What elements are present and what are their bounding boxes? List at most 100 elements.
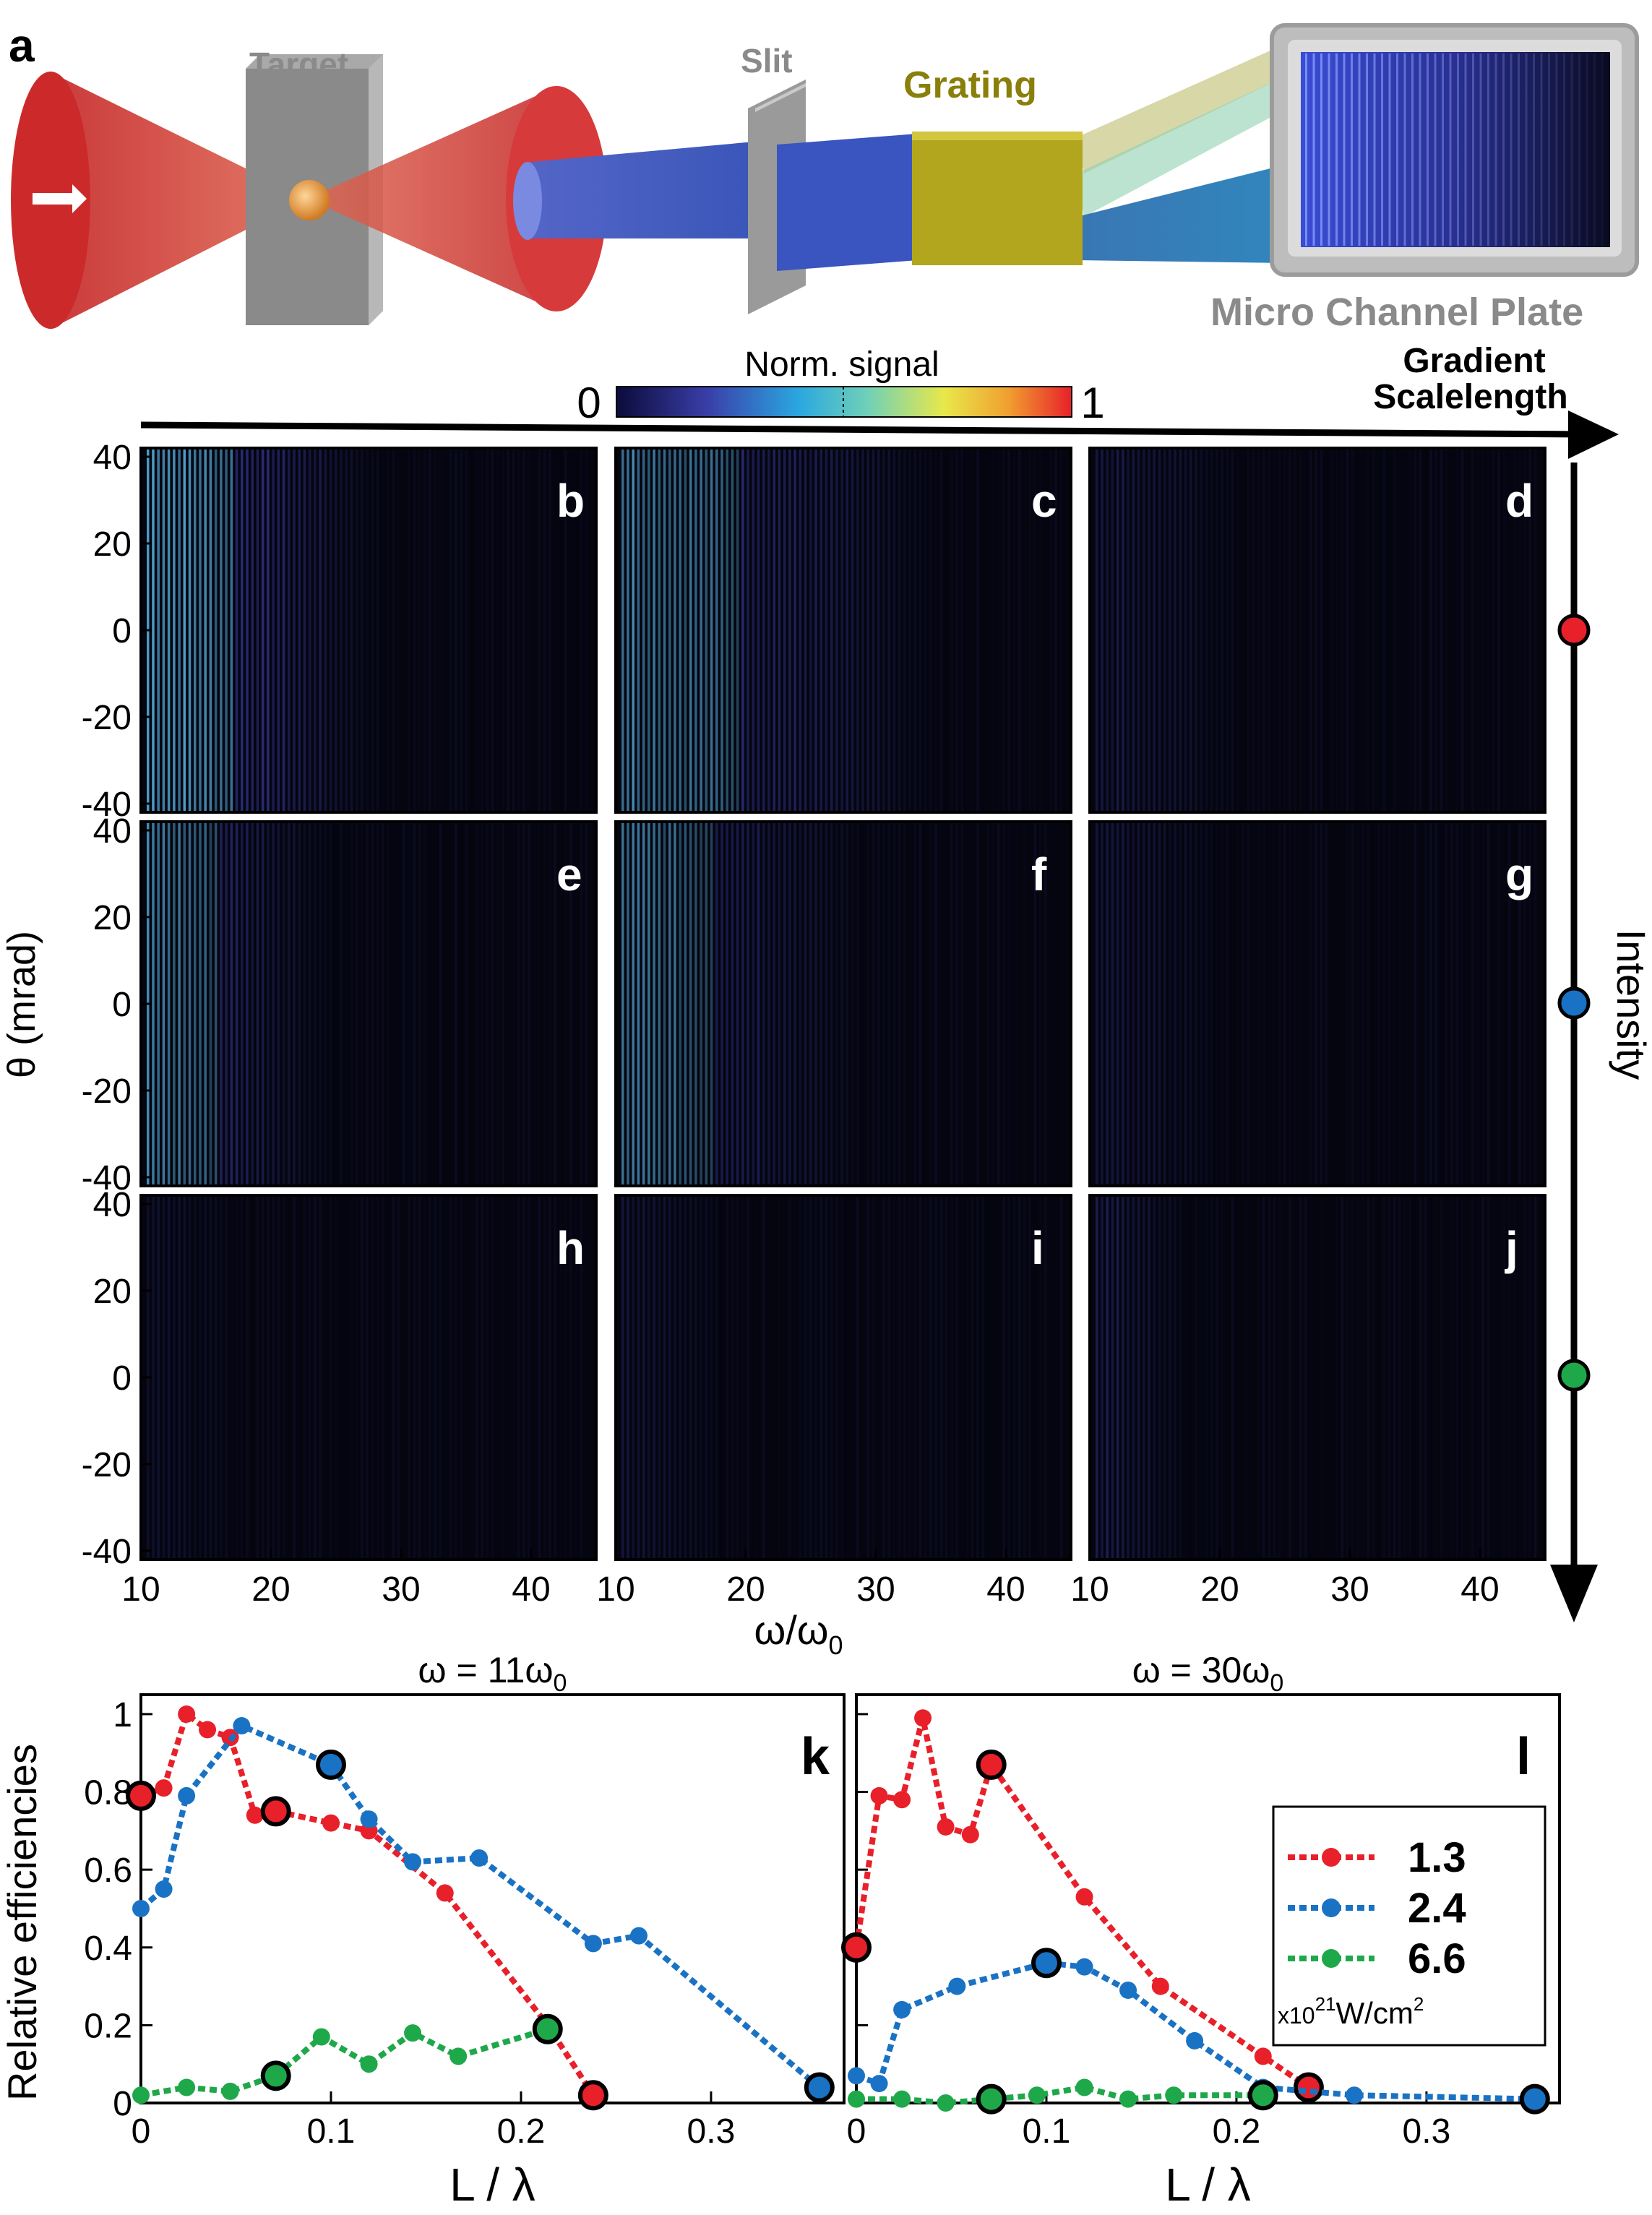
data-point-6.6 [1028,2086,1046,2104]
spectrum-panel-e: e [139,820,598,1187]
data-point-2.4 [1345,2086,1363,2104]
spectra-y-tick: -40 [82,1159,132,1197]
data-point-1.3 [246,1806,264,1824]
chart-x-tick: 0.2 [497,2112,546,2151]
data-point-2.4 [315,1749,346,1780]
spectra-x-tick: 40 [512,1570,550,1609]
chart-y-tick: 1 [113,1696,132,1734]
chart-x-axis-label-l: L / λ [1165,2159,1251,2211]
spectrum-panel-i: i [614,1194,1072,1561]
data-point-2.4 [584,1935,602,1953]
panel-letter-c: c [1031,475,1057,527]
spectra-x-tick: 10 [1070,1570,1109,1609]
spectra-x-tick: 40 [1460,1570,1499,1609]
data-point-6.6 [178,2078,196,2096]
data-point-1.3 [961,1825,979,1844]
data-point-6.6 [532,2013,563,2044]
spectra-x-tick: 10 [596,1570,634,1609]
data-point-1.3 [126,1780,156,1811]
spectra-y-tick: -40 [82,786,132,824]
spectra-x-tick: 30 [382,1570,420,1609]
data-point-1.3 [322,1814,340,1832]
spectra-y-tick: 40 [93,812,132,851]
spectrum-panel-d: d [1088,447,1546,814]
chart-y-tick: 0.8 [84,1774,132,1812]
data-point-6.6 [893,2090,911,2108]
data-point-2.4 [893,2000,911,2018]
laser-cone-reflected [307,87,556,311]
data-point-2.4 [1519,2083,1550,2115]
spectra-x-axis-label: ω/ω0 [754,1607,843,1660]
legend-marker-6.6 [1322,1949,1341,1968]
data-point-2.4 [155,1880,173,1898]
colorbar-title: Norm. signal [744,345,939,384]
data-point-2.4 [132,1899,150,1917]
spectra-y-tick: 40 [93,439,132,477]
data-point-1.3 [937,1818,955,1836]
spectra-grid: θ (mrad) ω/ω0 b c de f gh i j40200-20-4040200-… [0,439,1546,1660]
data-point-6.6 [449,2047,468,2065]
intensity-marker-blue [1557,986,1591,1020]
legend-unit: x1021W/cm2 [1278,1993,1424,2030]
data-point-1.3 [893,1791,911,1809]
spectrum-panel-f: f [614,820,1072,1187]
data-point-1.3 [1254,2047,1272,2065]
legend-marker-2.4 [1322,1898,1341,1917]
gradient-label-line1: Gradient [1403,342,1545,380]
chart-x-tick: 0.1 [307,2112,356,2151]
data-point-1.3 [1293,2072,1324,2103]
spectrum-panel-h: h [139,1194,598,1561]
gradient-axis-arrow: Gradient Scalelength [140,342,1619,459]
target-label: Target [249,46,348,83]
data-point-2.4 [1186,2031,1204,2050]
data-point-6.6 [1165,2086,1183,2104]
data-point-2.4 [1075,1958,1093,1976]
spectra-x-tick: 30 [1330,1570,1369,1609]
data-point-6.6 [132,2086,150,2104]
data-point-2.4 [360,1810,378,1828]
spectra-y-tick: -20 [82,1446,132,1484]
spectrum-panel-g: g [1088,820,1546,1187]
spectra-y-tick: 40 [93,1186,132,1224]
chart-y-tick: 0 [113,2085,132,2123]
data-point-6.6 [221,2082,239,2100]
spectra-y-tick: 0 [112,612,132,650]
panel-letter-b: b [556,475,585,527]
intensity-label: Intensity [1609,929,1652,1080]
chart-frame [139,1693,846,2104]
legend-entry-2.4: 2.4 [1408,1885,1466,1932]
mcp-label: Micro Channel Plate [1210,291,1583,334]
data-point-2.4 [948,1977,966,1995]
panel-letter-e: e [556,848,582,900]
spectra-x-tick: 20 [726,1570,765,1609]
data-point-1.3 [436,1884,454,1902]
data-point-2.4 [233,1717,251,1735]
colorbar: Norm. signal 0 1 [577,345,1104,427]
data-point-6.6 [1075,2078,1093,2096]
chart-x-axis-label-k: L / λ [449,2159,535,2211]
chart-x-tick: 0.1 [1023,2112,1071,2151]
data-point-6.6 [976,2083,1007,2115]
intensity-marker-red [1557,614,1591,647]
panel-letter-j: j [1505,1222,1518,1274]
laser-direction-arrow-icon [33,184,87,213]
chart-y-tick: 0.6 [84,1851,132,1890]
chart-x-tick: 0.3 [687,2112,736,2151]
spectra-y-tick: -20 [82,1072,132,1111]
spectrum-panel-c: c [614,447,1072,814]
data-point-2.4 [870,2075,888,2093]
data-point-2.4 [1119,1981,1137,1999]
data-point-1.3 [1151,1977,1169,1995]
data-point-6.6 [937,2094,955,2112]
chart-title-l: ω = 30ω0 [1132,1650,1284,1697]
data-point-6.6 [848,2090,865,2108]
efficiency-y-axis-label: Relative efficiencies [0,1744,45,2101]
chart-x-tick: 0.2 [1213,2112,1261,2151]
spectra-x-tick: 20 [1200,1570,1239,1609]
data-point-2.4 [848,2067,865,2085]
data-point-1.3 [260,1796,291,1827]
gradient-arrow-head-icon [1568,410,1619,459]
data-point-2.4 [804,2072,835,2103]
panel-letter-a: a [9,20,35,72]
